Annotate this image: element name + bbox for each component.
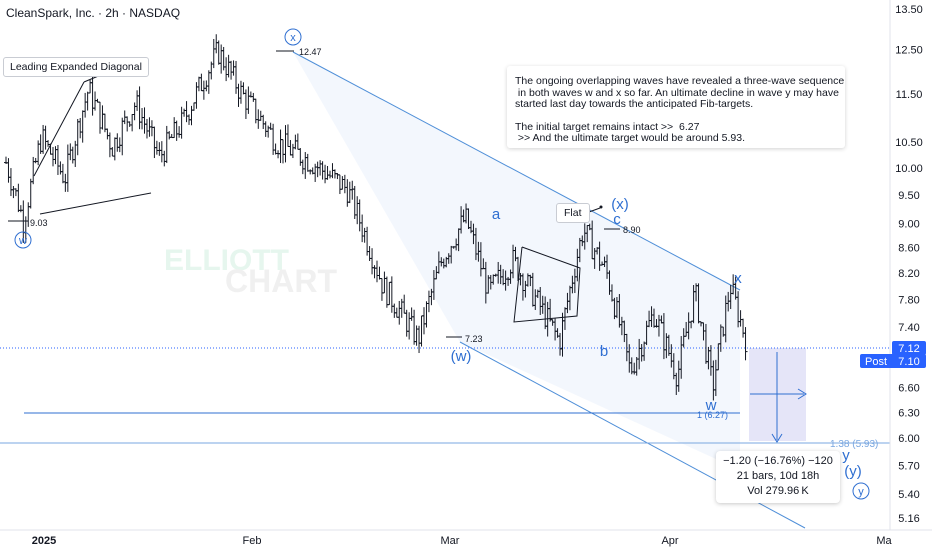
stats-change: −1.20 (−16.76%) −120	[723, 455, 833, 467]
y-tick-label: 10.50	[895, 137, 923, 149]
flat-arrow-dot	[599, 205, 603, 209]
note-line-4: The initial target remains intact >> 6.2…	[515, 120, 700, 133]
wave-circle-w	[14, 231, 32, 249]
watermark-line2: CHART	[225, 263, 337, 299]
last-price-badge-text: 7.12	[898, 343, 919, 355]
wave-label-w: w	[705, 397, 717, 414]
price-label-12-47: 12.47	[299, 47, 322, 57]
note-line-3: started last day towards the anticipated…	[515, 98, 754, 110]
measure-stats-box: −1.20 (−16.76%) −120 21 bars, 10d 18h Vo…	[716, 451, 840, 503]
y-tick-label: 9.50	[898, 190, 919, 202]
y-tick-label: 5.70	[898, 460, 919, 472]
y-tick-label: 10.00	[895, 163, 923, 175]
symbol-header[interactable]: CleanSpark, Inc. · 2h · NASDAQ	[6, 6, 181, 20]
x-tick-label: Apr	[661, 535, 678, 547]
watermark-line1: ELLIOTT	[164, 244, 289, 277]
diagonal-upper-line	[33, 81, 85, 177]
price-label-8-90: 8.90	[623, 225, 641, 235]
wave-label-paren-y: (y)	[844, 463, 862, 480]
price-label-9-03: 9.03	[30, 218, 48, 228]
channel-fill	[293, 52, 740, 470]
y-tick-label: 7.80	[898, 294, 919, 306]
note-line-2: in both waves w and x so far. An ultimat…	[515, 86, 839, 99]
x-tick-label: 2025	[32, 535, 56, 547]
stats-bars: 21 bars, 10d 18h	[736, 470, 820, 482]
flat-label: Flat	[564, 207, 582, 219]
x-tick-label: Ma	[876, 535, 892, 547]
triangle-drawing	[513, 246, 581, 323]
last-price-badge	[892, 341, 926, 355]
wave-label-c: c	[613, 211, 621, 228]
y-tick-label: 5.16	[898, 513, 919, 525]
note-line-1: The ongoing overlapping waves have revea…	[515, 75, 845, 87]
projection-arrow-down-head	[771, 433, 783, 443]
wave-label-circled-x: x	[290, 32, 296, 44]
y-tick-label: 6.00	[898, 433, 919, 445]
candle	[743, 327, 748, 361]
diagonal-label-box: Leading Expanded Diagonal	[3, 57, 149, 77]
y-tick-label: 8.20	[898, 268, 919, 280]
stats-volume: Vol 279.96 K	[747, 485, 809, 497]
flat-arrow-line	[588, 207, 601, 213]
diagonal-label: Leading Expanded Diagonal	[10, 61, 142, 73]
y-tick-label: 9.00	[898, 219, 919, 231]
target-label-5-93: 1.38 (5.93)	[830, 439, 878, 450]
flat-label-box: Flat	[556, 203, 590, 223]
diagonal-lower-line	[39, 192, 152, 215]
wave-label-y: y	[842, 447, 850, 464]
wave-label-b: b	[600, 343, 608, 360]
time-axis[interactable]: 2025 Feb Mar Apr Ma	[32, 535, 893, 547]
post-price-value: 7.10	[898, 356, 919, 368]
wave-label-paren-x: (x)	[611, 196, 629, 213]
y-tick-label: 7.40	[898, 322, 919, 334]
x-tick-label: Mar	[441, 535, 460, 547]
channel-upper-line	[292, 51, 741, 291]
wave-label-circled-y: y	[858, 486, 864, 498]
note-line-5: >> And the ultimate target would be arou…	[515, 132, 745, 144]
y-tick-label: 6.30	[898, 407, 919, 419]
candlestick-series	[4, 34, 748, 401]
wave-circle-x	[284, 28, 302, 46]
y-tick-label: 5.40	[898, 489, 919, 501]
analysis-note: The ongoing overlapping waves have revea…	[507, 66, 845, 148]
post-label: Post	[865, 356, 887, 368]
projection-arrow-right-head	[797, 388, 807, 400]
wave-label-a: a	[492, 206, 501, 223]
wave-label-paren-w: (w)	[451, 348, 472, 365]
x-tick-label: Feb	[243, 535, 262, 547]
wave-label-x: x	[734, 270, 742, 287]
y-tick-label: 8.60	[898, 243, 919, 255]
y-tick-label: 11.50	[896, 89, 923, 101]
post-price-badge	[860, 354, 926, 368]
y-tick-label: 6.60	[898, 383, 919, 395]
y-tick-label: 13.50	[895, 4, 923, 16]
wave-circle-y	[852, 482, 870, 500]
y-tick-label: 12.50	[895, 45, 923, 57]
wave-label-circled-w: w	[18, 235, 27, 247]
price-label-7-23: 7.23	[465, 334, 483, 344]
price-axis[interactable]: 13.50 12.50 11.50 10.50 10.00 9.50 9.00 8.60 8.2…	[895, 4, 923, 525]
target-label-6-27: 1 (6.27)	[697, 410, 728, 420]
